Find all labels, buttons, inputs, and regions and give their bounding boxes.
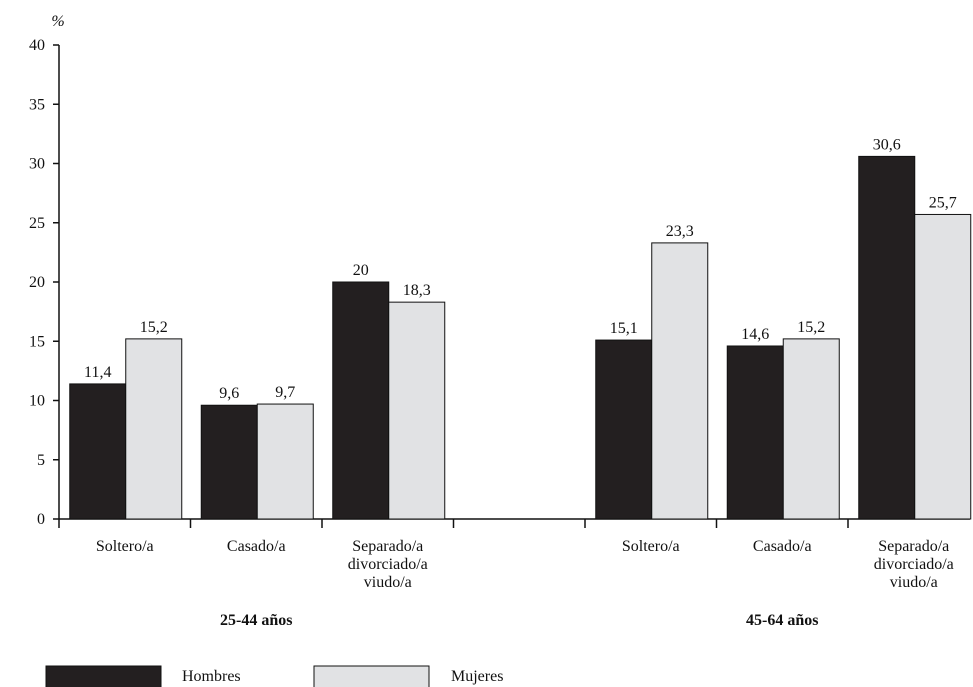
data-label: 18,3	[403, 282, 431, 299]
y-tick-label: 40	[29, 37, 45, 54]
y-tick-label: 5	[37, 452, 45, 469]
data-label: 23,3	[666, 223, 694, 240]
group-label: 45-64 años	[746, 612, 818, 629]
category-label: Soltero/a	[622, 538, 680, 555]
y-tick-label: 30	[29, 156, 45, 173]
data-label: 9,6	[219, 385, 239, 402]
y-tick-label: 15	[29, 333, 45, 350]
category-label: Separado/a	[878, 538, 949, 555]
bar-mujeres	[256, 403, 314, 520]
bar-mujeres	[651, 242, 709, 520]
y-tick-label: 25	[29, 215, 45, 232]
bar-mujeres	[125, 338, 183, 520]
data-label: 20	[353, 262, 369, 279]
data-label: 15,2	[140, 319, 168, 336]
legend-swatch-mujeres	[313, 665, 430, 687]
y-tick-label: 0	[37, 511, 45, 528]
labels: 11,4 15,2 Soltero/a 9,6 9,7 Casado/a 20 18,3 Sep…	[84, 136, 957, 629]
data-label: 11,4	[84, 364, 111, 381]
category-label: Separado/a	[352, 538, 423, 555]
group-label: 25-44 años	[220, 612, 292, 629]
data-label: 30,6	[873, 136, 901, 153]
bar-hombres	[858, 155, 916, 520]
data-label: 15,2	[797, 319, 825, 336]
data-label: 9,7	[275, 384, 295, 401]
category-label: Casado/a	[753, 538, 812, 555]
bar-mujeres	[914, 213, 972, 520]
y-tick-label: 20	[29, 274, 45, 291]
legend-swatch-hombres	[45, 665, 162, 687]
y-unit-label: %	[51, 13, 64, 30]
y-tick-label: 35	[29, 96, 45, 113]
bar-mujeres	[782, 338, 840, 520]
bar-mujeres	[388, 301, 446, 520]
category-label: viudo/a	[890, 574, 938, 591]
category-label: divorciado/a	[348, 556, 428, 573]
bar-hombres	[69, 383, 127, 520]
category-label: Soltero/a	[96, 538, 154, 555]
data-label: 14,6	[741, 326, 769, 343]
bar-hombres	[595, 339, 653, 520]
y-tick-label: 10	[29, 393, 45, 410]
bar-hombres	[726, 345, 784, 520]
bar-hombres	[200, 404, 258, 520]
category-label: viudo/a	[364, 574, 412, 591]
data-label: 25,7	[929, 194, 957, 211]
category-label: divorciado/a	[874, 556, 954, 573]
bar-hombres	[332, 281, 390, 520]
legend-label: Hombres	[182, 668, 241, 685]
data-label: 15,1	[610, 320, 638, 337]
category-label: Casado/a	[227, 538, 286, 555]
legend: Hombres Mujeres	[45, 665, 503, 687]
legend-label: Mujeres	[451, 668, 503, 685]
bars	[69, 155, 972, 520]
